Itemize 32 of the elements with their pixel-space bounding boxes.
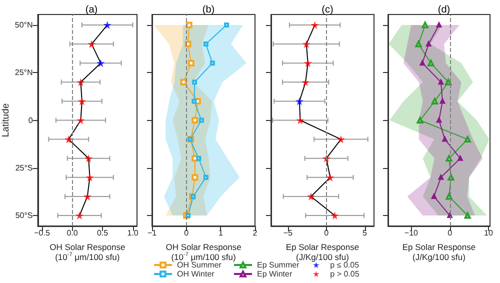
x-tick-label: −0.5	[34, 228, 50, 238]
x-tick-label: 10	[484, 228, 494, 238]
legend-label: Ep Winter	[257, 270, 292, 278]
x-tick-label: 0.0	[66, 228, 78, 238]
legend-label: Ep Summer	[257, 260, 300, 270]
legend-label: p ≤ 0.05	[330, 260, 360, 270]
y-tick-label: 50°N	[14, 20, 33, 30]
x-tick-label: 5	[362, 228, 368, 238]
x-tick-label: 2	[252, 228, 258, 238]
y-tick-label: 50°S	[15, 211, 33, 220]
x-tick-label: 1	[218, 228, 224, 238]
y-tick-label: 0	[28, 116, 34, 125]
y-axis-title: Latitude	[0, 103, 12, 138]
legend-label: OH Summer	[177, 260, 222, 270]
chart-title: (c)	[322, 4, 334, 16]
x-tick-label: −5	[283, 228, 294, 238]
x-axis-title: Ep Solar Response (J/Kg/100 sfu)	[402, 242, 476, 262]
x-tick-label: 0	[184, 228, 190, 238]
x-tick-label: −1	[147, 228, 158, 238]
x-tick-label: −10	[404, 228, 419, 238]
x-tick-label: 0	[448, 228, 453, 238]
chart-title: (d)	[438, 4, 450, 16]
chart-title: (a)	[85, 4, 98, 16]
x-tick-label: 1.0	[127, 228, 139, 238]
legend-label: OH Winter	[177, 270, 215, 278]
chart-title: (b)	[202, 4, 215, 16]
y-tick-label: 25°N	[14, 68, 33, 78]
x-axis-title: Ep Solar Response (J/Kg/100 sfu)	[286, 242, 360, 262]
y-tick-label: 25°S	[15, 163, 33, 172]
x-tick-label: 0.5	[96, 228, 109, 238]
x-tick-label: 0	[324, 228, 330, 238]
legend-label: p > 0.05	[330, 270, 360, 278]
